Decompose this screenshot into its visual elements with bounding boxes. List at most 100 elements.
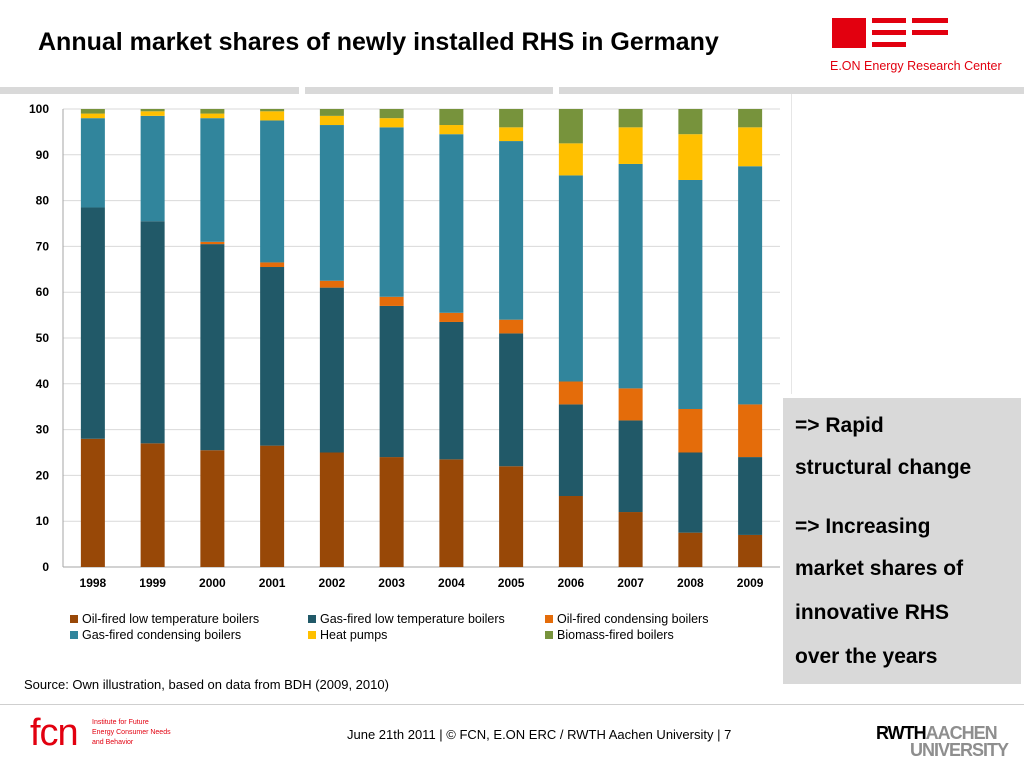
legend-label: Biomass-fired boilers: [557, 628, 674, 642]
bar-segment: [140, 443, 165, 567]
header-separator-gap: [299, 87, 305, 94]
x-tick-label: 2009: [737, 576, 764, 590]
bar-segment: [678, 109, 703, 135]
bar-segment: [618, 127, 643, 164]
x-tick-label: 2007: [617, 576, 644, 590]
bar-segment: [319, 115, 344, 126]
bar-segment: [678, 452, 703, 533]
bar-segment: [200, 450, 225, 567]
legend-swatch: [308, 615, 316, 623]
legend-swatch: [308, 631, 316, 639]
bar-segment: [140, 221, 165, 444]
bar-segment: [618, 420, 643, 513]
fcn-logo-line: Energy Consumer Needs: [92, 729, 171, 736]
chart-svg: 0 10 20 30 40 50 60 70 80 90 100 1998 1999 2000 2001 20…: [29, 102, 780, 642]
x-tick-label: 2000: [199, 576, 226, 590]
bar-segment: [499, 319, 524, 334]
footer-separator: [0, 704, 1024, 705]
source-note: Source: Own illustration, based on data …: [24, 677, 389, 692]
y-tick-label: 40: [36, 377, 50, 391]
rwth-logo-line1: RWTHAACHEN: [876, 723, 998, 744]
y-tick-label: 60: [36, 285, 50, 299]
chart-right-border: [791, 94, 792, 394]
rwth-logo-rwth: RWTH: [876, 723, 927, 743]
x-tick-label: 1999: [139, 576, 166, 590]
callout-line: structural change: [795, 456, 972, 479]
bar-segment: [319, 280, 344, 288]
eon-square-icon: [832, 18, 866, 48]
fcn-logo-mark: fcn: [30, 712, 79, 754]
eon-logo: E.ON Energy Research Center: [830, 14, 1002, 78]
y-tick-label: 90: [36, 148, 50, 162]
bar-segment: [678, 134, 703, 180]
bar-segment: [80, 109, 105, 114]
bar-segment: [618, 388, 643, 421]
bar-segment: [499, 333, 524, 467]
callout-line: innovative RHS: [795, 601, 950, 624]
bar-segment: [200, 109, 225, 114]
bar-segment: [379, 296, 404, 306]
fcn-logo-subtitle: Institute for Future Energy Consumer Nee…: [92, 718, 171, 748]
bar-segment: [260, 267, 285, 446]
header-separator-gap: [553, 87, 559, 94]
y-tick-label: 10: [36, 514, 50, 528]
bar-segment: [558, 404, 583, 497]
callout-line: market shares of: [795, 557, 964, 580]
header-separator: [0, 87, 1024, 94]
bar-segment: [439, 312, 464, 322]
eon-bar-icon: [912, 30, 948, 35]
bar-segment: [80, 438, 105, 567]
bar-segment: [738, 127, 763, 167]
x-tick-label: 2003: [378, 576, 405, 590]
bar-segment: [439, 459, 464, 567]
fcn-logo: fcn Institute for Future Energy Consumer…: [30, 713, 190, 759]
bar-segment: [678, 532, 703, 567]
x-tick-label: 2006: [558, 576, 585, 590]
bar-segment: [618, 512, 643, 567]
bar-segment: [140, 115, 165, 222]
bar-segment: [558, 109, 583, 144]
bar-segment: [678, 179, 703, 409]
bar-segment: [140, 111, 165, 116]
legend-swatch: [70, 631, 78, 639]
x-tick-label: 1998: [80, 576, 107, 590]
callout-box: => Rapid structural change => Increasing…: [783, 398, 1021, 684]
bar-segment: [319, 125, 344, 281]
x-tick-label: 2008: [677, 576, 704, 590]
bar-segment: [558, 496, 583, 567]
bar-segment: [738, 109, 763, 128]
bar-segment: [439, 125, 464, 135]
bar-segment: [558, 175, 583, 382]
x-tick-label: 2001: [259, 576, 286, 590]
footer-text: June 21th 2011 | © FCN, E.ON ERC / RWTH …: [347, 727, 732, 742]
legend-swatch: [545, 631, 553, 639]
bar-segment: [738, 534, 763, 567]
bar-segment: [200, 241, 225, 245]
bar-segment: [678, 408, 703, 453]
bar-segment: [499, 127, 524, 142]
y-tick-label: 0: [42, 560, 49, 574]
bar-segment: [260, 445, 285, 567]
eon-bar-icon: [912, 18, 948, 23]
y-tick-label: 50: [36, 331, 50, 345]
bar-segment: [260, 120, 285, 263]
y-tick-label: 70: [36, 239, 50, 253]
bar-segment: [319, 287, 344, 453]
stacked-bar-chart: 0 10 20 30 40 50 60 70 80 90 100 1998 1999 2000 2001 20…: [0, 94, 792, 674]
legend-swatch: [70, 615, 78, 623]
rwth-logo-aachen: AACHEN: [925, 723, 998, 743]
bar-segment: [200, 118, 225, 242]
fcn-logo-line: and Behavior: [92, 739, 134, 746]
fcn-logo-line: Institute for Future: [92, 719, 149, 726]
eon-bar-icon: [872, 30, 906, 35]
bar-segment: [738, 404, 763, 458]
callout-line: => Increasing: [795, 515, 931, 538]
bar-segment: [558, 381, 583, 405]
bar-segment: [80, 207, 105, 439]
bar-segment: [80, 118, 105, 208]
bar-segment: [618, 109, 643, 128]
rwth-logo: RWTHAACHEN UNIVERSITY: [876, 723, 1009, 760]
slide-title: Annual market shares of newly installed …: [38, 28, 719, 56]
bar-segment: [499, 466, 524, 567]
bar-segment: [319, 452, 344, 567]
